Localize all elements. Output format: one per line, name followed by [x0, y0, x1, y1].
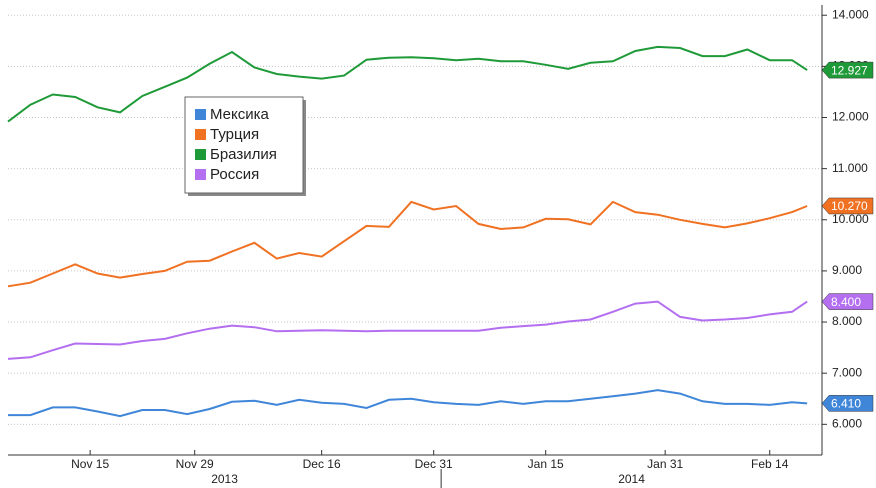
x-tick-label: Jan 31 — [647, 457, 683, 471]
end-label: 10.270 — [831, 199, 868, 213]
x-group-label: 2014 — [618, 472, 645, 486]
end-label-box — [821, 61, 874, 79]
y-tick-label: 14.000 — [832, 7, 869, 21]
legend-swatch — [195, 109, 206, 120]
legend-label: Турция — [210, 126, 259, 143]
legend-label: Россия — [210, 166, 259, 183]
legend-label: Мексика — [210, 106, 270, 123]
series-line — [8, 389, 808, 418]
end-label-box — [821, 395, 874, 412]
legend-label: Бразилия — [210, 146, 277, 163]
series-line — [7, 45, 808, 123]
x-tick-label: Dec 16 — [303, 457, 341, 471]
x-tick-label: Jan 15 — [528, 457, 564, 471]
end-label-box — [821, 197, 874, 215]
y-tick-label: 12.000 — [832, 110, 869, 124]
series-line — [7, 300, 808, 360]
x-group-label: 2013 — [211, 472, 238, 486]
y-tick-label: 9.000 — [832, 263, 862, 277]
end-label: 8.400 — [831, 295, 861, 309]
y-tick-label: 10.000 — [832, 212, 869, 226]
end-label: 6.410 — [831, 397, 861, 411]
end-label-box — [821, 293, 874, 310]
legend-swatch — [195, 129, 206, 140]
legend-swatch — [195, 169, 206, 180]
x-tick-label: Nov 29 — [176, 457, 214, 471]
y-tick-label: 8.000 — [832, 314, 862, 328]
series-line — [7, 200, 808, 288]
y-tick-label: 7.000 — [832, 365, 862, 379]
legend: Мексика Турция Бразилия Россия — [184, 96, 306, 196]
end-label: 12.927 — [831, 63, 868, 77]
y-tick-label: 11.000 — [832, 161, 868, 175]
x-tick-label: Dec 31 — [415, 457, 453, 471]
y-tick-label: 6.000 — [832, 416, 862, 430]
x-tick-label: Feb 14 — [751, 457, 789, 471]
x-tick-label: Nov 15 — [71, 457, 109, 471]
legend-swatch — [195, 149, 206, 160]
